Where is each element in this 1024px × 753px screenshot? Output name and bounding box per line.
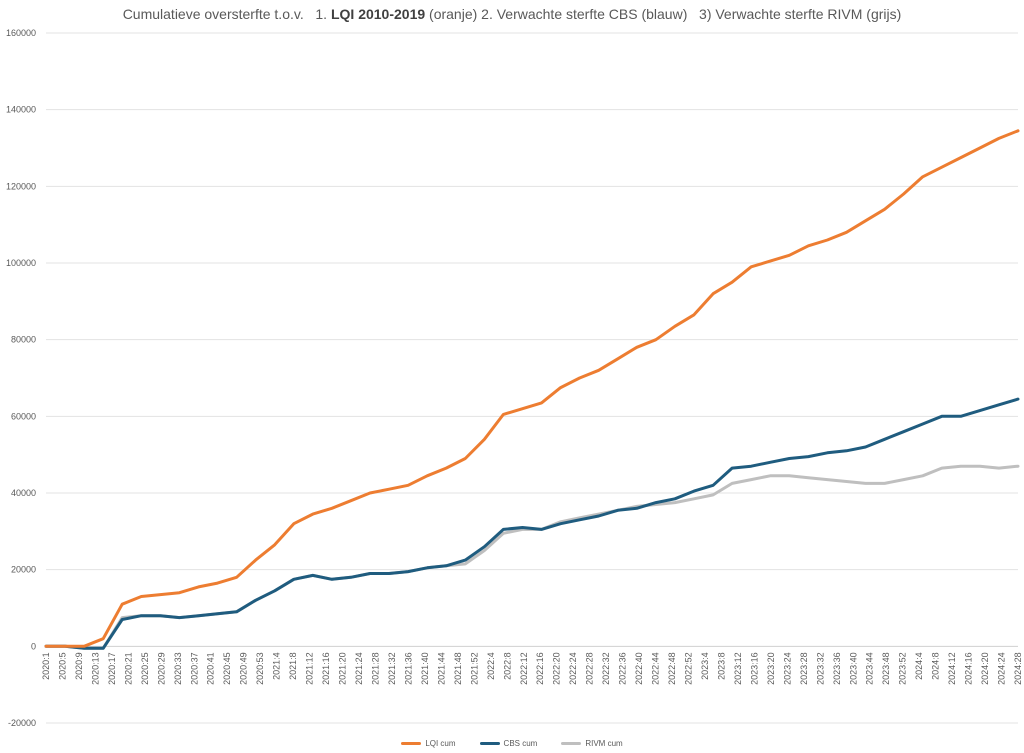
x-tick-label: 2023:16 (749, 652, 759, 685)
legend-item: RIVM cum (561, 739, 623, 748)
x-tick-label: 2023:12 (733, 652, 743, 685)
legend-swatch (401, 742, 422, 745)
x-tick-label: 2021:12 (305, 652, 315, 685)
legend-label: RIVM cum (585, 739, 623, 748)
x-tick-label: 2022:28 (585, 652, 595, 685)
chart-title-prefix: Cumulatieve oversterfte t.o.v. 1. (122, 6, 331, 22)
x-tick-label: 2021:40 (420, 652, 430, 685)
x-tick-label: 2024:12 (947, 652, 957, 685)
x-tick-label: 2021:52 (469, 652, 479, 685)
x-tick-label: 2024:8 (931, 652, 941, 680)
x-tick-label: 2020:13 (90, 652, 100, 685)
x-tick-label: 2022:8 (502, 652, 512, 680)
x-tick-label: 2024:16 (964, 652, 974, 685)
x-tick-label: 2020:49 (239, 652, 249, 685)
x-tick-label: 2022:24 (568, 652, 578, 685)
x-tick-label: 2020:37 (189, 652, 199, 685)
x-tick-label: 2023:36 (832, 652, 842, 685)
x-tick-label: 2020:1 (41, 652, 51, 680)
x-tick-label: 2024:28 (1013, 652, 1023, 685)
x-tick-label: 2020:45 (222, 652, 232, 685)
legend: LQI cum CBS cum RIVM cum (0, 738, 1024, 748)
legend-swatch (561, 742, 582, 745)
x-tick-label: 2022:20 (552, 652, 562, 685)
x-tick-label: 2023:4 (700, 652, 710, 680)
x-tick-label: 2021:4 (272, 652, 282, 680)
x-tick-label: 2021:48 (453, 652, 463, 685)
x-tick-label: 2021:44 (436, 652, 446, 685)
y-tick-label: -20000 (8, 718, 36, 728)
y-tick-label: 100000 (6, 258, 36, 268)
x-tick-label: 2023:44 (865, 652, 875, 685)
y-tick-label: 160000 (6, 28, 36, 38)
x-tick-label: 2023:52 (898, 652, 908, 685)
legend-item: CBS cum (479, 739, 538, 748)
y-tick-label: 20000 (11, 565, 36, 575)
y-tick-label: 120000 (6, 181, 36, 191)
x-tick-label: 2022:16 (535, 652, 545, 685)
x-tick-label: 2020:41 (206, 652, 216, 685)
x-tick-label: 2020:9 (74, 652, 84, 680)
x-tick-label: 2023:24 (782, 652, 792, 685)
x-tick-label: 2024:24 (997, 652, 1007, 685)
x-tick-label: 2024:4 (914, 652, 924, 680)
y-tick-label: 60000 (11, 411, 36, 421)
legend-label: LQI cum (425, 739, 456, 748)
x-tick-label: 2023:28 (799, 652, 809, 685)
legend-label: CBS cum (503, 739, 538, 748)
x-tick-label: 2021:16 (321, 652, 331, 685)
series-line-rivm-cum (44, 464, 1020, 650)
x-tick-label: 2020:29 (156, 652, 166, 685)
x-tick-label: 2022:40 (634, 652, 644, 685)
y-tick-label: 40000 (11, 488, 36, 498)
chart-title-bold: LQI 2010-2019 (330, 6, 426, 22)
x-tick-label: 2023:8 (716, 652, 726, 680)
series-line-cbs-cum (44, 397, 1020, 650)
x-tick-label: 2020:25 (140, 652, 150, 685)
x-tick-label: 2023:20 (766, 652, 776, 685)
x-tick-label: 2020:33 (173, 652, 183, 685)
x-tick-label: 2021:36 (403, 652, 413, 685)
x-tick-label: 2021:24 (354, 652, 364, 685)
x-tick-label: 2022:48 (667, 652, 677, 685)
x-tick-label: 2021:8 (288, 652, 298, 680)
x-tick-label: 2022:36 (618, 652, 628, 685)
x-tick-label: 2023:48 (881, 652, 891, 685)
y-tick-label: 80000 (11, 335, 36, 345)
x-tick-label: 2021:32 (387, 652, 397, 685)
chart-title: Cumulatieve oversterfte t.o.v. 1. LQI 20… (0, 6, 1024, 22)
x-tick-label: 2022:32 (601, 652, 611, 685)
legend-swatch (479, 742, 500, 745)
x-tick-label: 2020:21 (123, 652, 133, 685)
legend-item: LQI cum (401, 739, 456, 748)
x-tick-label: 2021:20 (338, 652, 348, 685)
y-tick-label: 140000 (6, 105, 36, 115)
x-tick-label: 2022:12 (519, 652, 529, 685)
x-tick-label: 2022:4 (486, 652, 496, 680)
x-tick-label: 2023:40 (848, 652, 858, 685)
x-tick-label: 2022:52 (684, 652, 694, 685)
chart-title-suffix: (oranje) 2. Verwachte sterfte CBS (blauw… (425, 6, 902, 22)
x-tick-label: 2020:53 (255, 652, 265, 685)
series-line-lqi-cum (44, 129, 1020, 648)
x-tick-label: 2020:5 (57, 652, 67, 680)
x-tick-label: 2023:32 (815, 652, 825, 685)
x-tick-label: 2022:44 (651, 652, 661, 685)
x-tick-label: 2021:28 (370, 652, 380, 685)
x-tick-label: 2020:17 (107, 652, 117, 685)
y-tick-label: 0 (31, 641, 36, 651)
x-tick-label: 2024:20 (980, 652, 990, 685)
